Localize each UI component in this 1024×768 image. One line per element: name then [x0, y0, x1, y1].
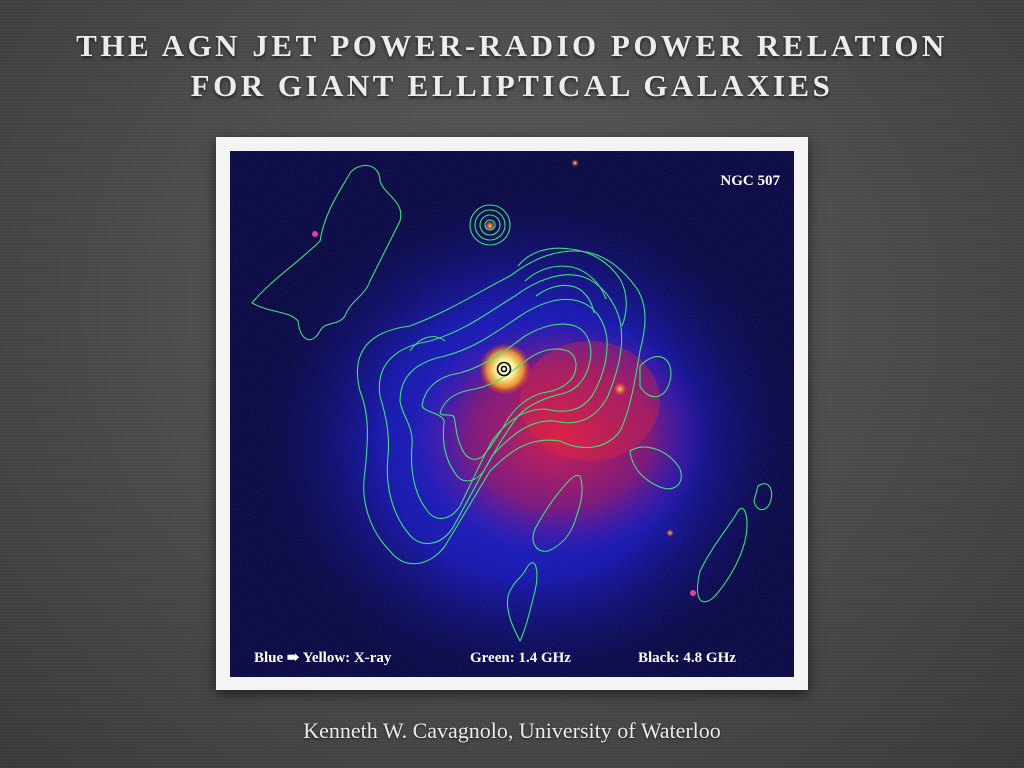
figure-frame: NGC 507 Blue ➠ Yellow: X-ray Green: 1.4 … — [216, 137, 808, 690]
slide-title: THE AGN JET POWER-RADIO POWER RELATION F… — [0, 26, 1024, 106]
radio-contours-4-8ghz — [496, 361, 512, 377]
radio-contours-1-4ghz — [251, 164, 773, 643]
legend-xray: Blue ➠ Yellow: X-ray — [254, 650, 392, 666]
galaxy-image-graphic — [230, 151, 794, 677]
slide-title-line-1: THE AGN JET POWER-RADIO POWER RELATION — [76, 28, 948, 63]
legend-green-radio: Green: 1.4 GHz — [470, 650, 571, 666]
galaxy-name-label: NGC 507 — [720, 173, 780, 189]
author-credit: Kenneth W. Cavagnolo, University of Wate… — [303, 718, 721, 743]
slide-title-line-2: FOR GIANT ELLIPTICAL GALAXIES — [190, 68, 834, 103]
legend-black-radio: Black: 4.8 GHz — [638, 650, 736, 666]
xray-radio-image: NGC 507 Blue ➠ Yellow: X-ray Green: 1.4 … — [230, 151, 794, 677]
agn-nucleus — [479, 343, 531, 395]
